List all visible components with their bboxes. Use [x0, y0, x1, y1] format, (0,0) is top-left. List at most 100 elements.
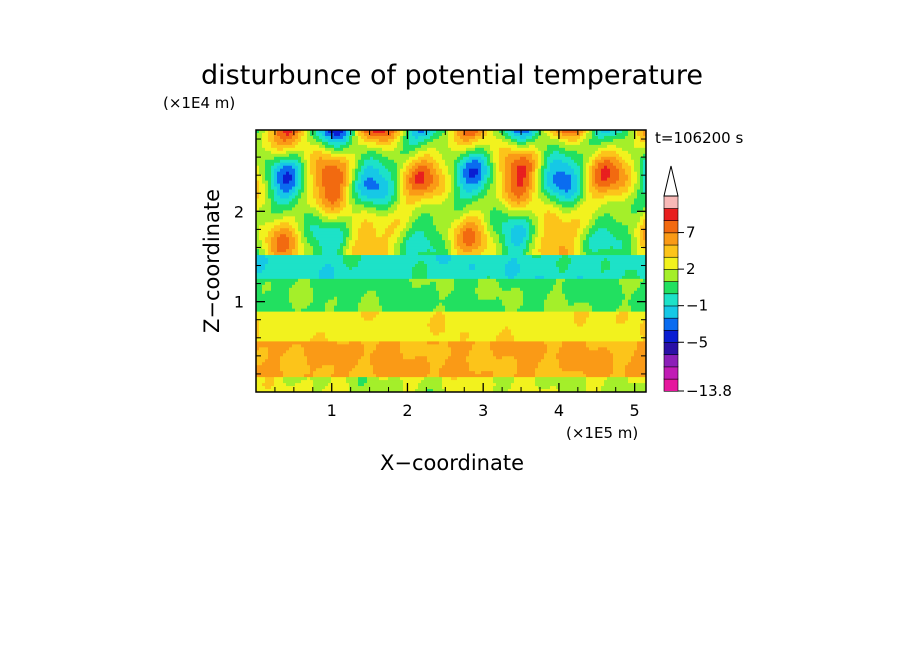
- field-cell: [313, 261, 317, 265]
- field-cell: [271, 296, 275, 301]
- field-cell: [340, 165, 344, 170]
- field-cell: [319, 249, 323, 253]
- field-cell: [280, 350, 284, 354]
- field-cell: [265, 130, 269, 134]
- field-cell: [268, 180, 272, 185]
- field-cell: [346, 243, 350, 247]
- field-cell: [349, 284, 353, 289]
- field-cell: [346, 389, 350, 392]
- field-cell: [265, 216, 269, 220]
- field-cell: [268, 171, 272, 176]
- field-cell: [373, 132, 377, 137]
- field-cell: [274, 356, 278, 360]
- field-cell: [334, 201, 338, 206]
- field-cell: [322, 261, 326, 265]
- field-cell: [304, 335, 308, 340]
- field-cell: [307, 147, 311, 152]
- field-cell: [307, 350, 311, 354]
- field-cell: [364, 204, 368, 209]
- field-cell: [256, 386, 260, 390]
- field-cell: [292, 314, 296, 319]
- field-cell: [307, 344, 311, 348]
- field-cell: [274, 287, 278, 292]
- field-cell: [262, 165, 266, 170]
- field-cell: [262, 216, 266, 220]
- field-cell: [325, 183, 329, 188]
- field-cell: [358, 320, 362, 325]
- field-cell: [262, 347, 266, 351]
- field-cell: [286, 299, 290, 304]
- field-cell: [382, 150, 386, 155]
- field-cell: [340, 138, 344, 143]
- field-cell: [295, 210, 299, 214]
- field-cell: [358, 290, 362, 295]
- field-cell: [370, 243, 374, 247]
- field-cell: [352, 213, 356, 217]
- field-cell: [283, 335, 287, 340]
- field-cell: [310, 132, 314, 137]
- field-cell: [301, 138, 305, 143]
- field-cell: [292, 305, 296, 310]
- field-cell: [346, 189, 350, 194]
- field-cell: [334, 216, 338, 220]
- field-cell: [280, 231, 284, 235]
- field-cell: [286, 305, 290, 310]
- field-cell: [355, 344, 359, 348]
- field-cell: [307, 261, 311, 265]
- field-cell: [301, 261, 305, 265]
- field-cell: [286, 216, 290, 220]
- field-cell: [295, 219, 299, 223]
- field-cell: [262, 234, 266, 238]
- field-cell: [274, 284, 278, 289]
- field-cell: [379, 228, 383, 232]
- field-cell: [385, 189, 389, 194]
- field-cell: [370, 389, 374, 392]
- field-cell: [352, 302, 356, 307]
- field-cell: [349, 231, 353, 235]
- field-cell: [325, 201, 329, 206]
- field-cell: [289, 192, 293, 197]
- field-cell: [361, 287, 365, 292]
- field-cell: [301, 198, 305, 203]
- field-cell: [364, 299, 368, 304]
- field-cell: [343, 130, 347, 134]
- field-cell: [379, 305, 383, 310]
- field-cell: [340, 377, 344, 381]
- field-cell: [271, 201, 275, 206]
- field-cell: [304, 222, 308, 226]
- field-cell: [349, 290, 353, 295]
- field-cell: [313, 326, 317, 331]
- field-cell: [358, 186, 362, 191]
- field-cell: [292, 159, 296, 164]
- field-cell: [298, 269, 302, 274]
- field-cell: [328, 296, 332, 301]
- field-cell: [373, 159, 377, 164]
- field-cell: [304, 132, 308, 137]
- field-cell: [304, 171, 308, 176]
- field-cell: [325, 278, 329, 283]
- field-cell: [358, 135, 362, 140]
- field-cell: [376, 308, 380, 313]
- field-cell: [325, 141, 329, 146]
- field-cell: [280, 278, 284, 283]
- field-cell: [373, 222, 377, 226]
- field-cell: [313, 341, 317, 345]
- field-cell: [328, 338, 332, 342]
- field-cell: [352, 380, 356, 384]
- field-cell: [304, 329, 308, 334]
- field-cell: [343, 335, 347, 340]
- field-cell: [277, 192, 281, 197]
- field-cell: [352, 311, 356, 316]
- field-cell: [265, 302, 269, 307]
- field-cell: [343, 135, 347, 140]
- field-cell: [304, 156, 308, 161]
- field-cell: [277, 204, 281, 209]
- field-cell: [298, 177, 302, 182]
- field-cell: [310, 371, 314, 375]
- field-cell: [271, 240, 275, 244]
- field-cell: [376, 380, 380, 384]
- field-cell: [373, 237, 377, 241]
- field-cell: [349, 356, 353, 360]
- field-cell: [361, 302, 365, 307]
- field-cell: [325, 180, 329, 185]
